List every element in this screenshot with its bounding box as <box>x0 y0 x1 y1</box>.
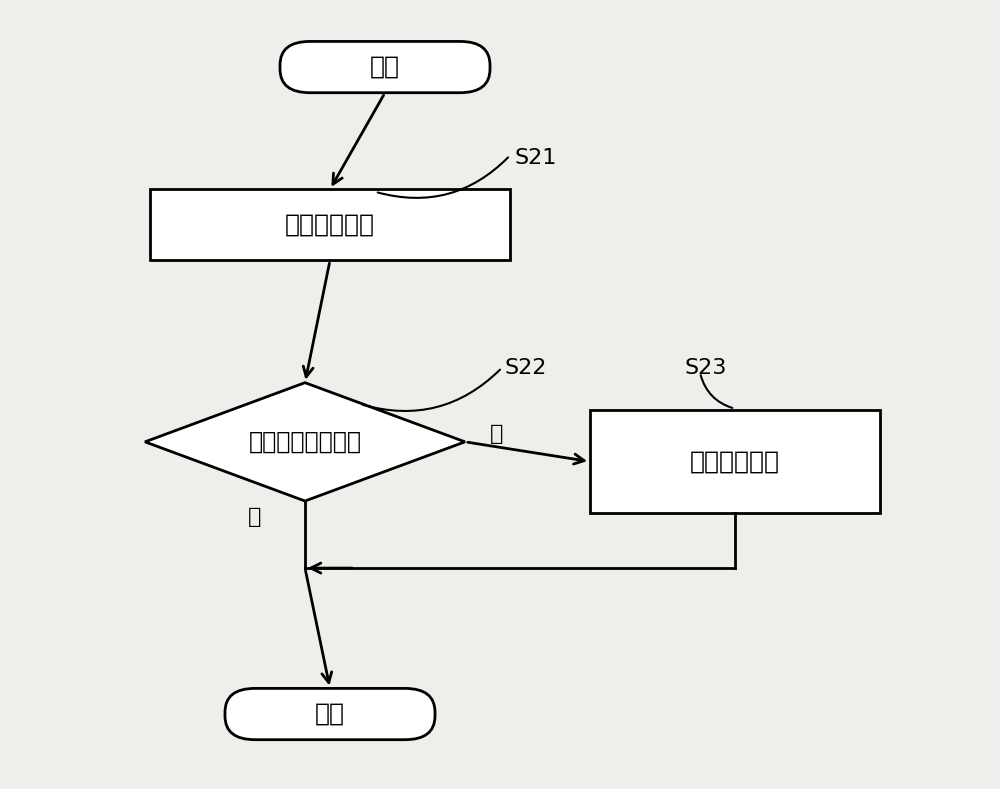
FancyBboxPatch shape <box>280 42 490 93</box>
Text: 显示登陆页面: 显示登陆页面 <box>285 213 375 237</box>
Text: S23: S23 <box>685 357 727 378</box>
Text: 车辆信息登记过？: 车辆信息登记过？ <box>248 430 362 454</box>
Text: 开始: 开始 <box>370 55 400 79</box>
FancyBboxPatch shape <box>225 688 435 740</box>
FancyBboxPatch shape <box>150 189 510 260</box>
Text: 结束: 结束 <box>315 702 345 726</box>
FancyBboxPatch shape <box>590 410 880 513</box>
Text: 是: 是 <box>248 507 262 527</box>
Text: 否: 否 <box>490 424 504 444</box>
Polygon shape <box>145 383 465 501</box>
Text: 获取车辆信息: 获取车辆信息 <box>690 450 780 473</box>
Text: S22: S22 <box>505 357 547 378</box>
Text: S21: S21 <box>515 148 557 168</box>
